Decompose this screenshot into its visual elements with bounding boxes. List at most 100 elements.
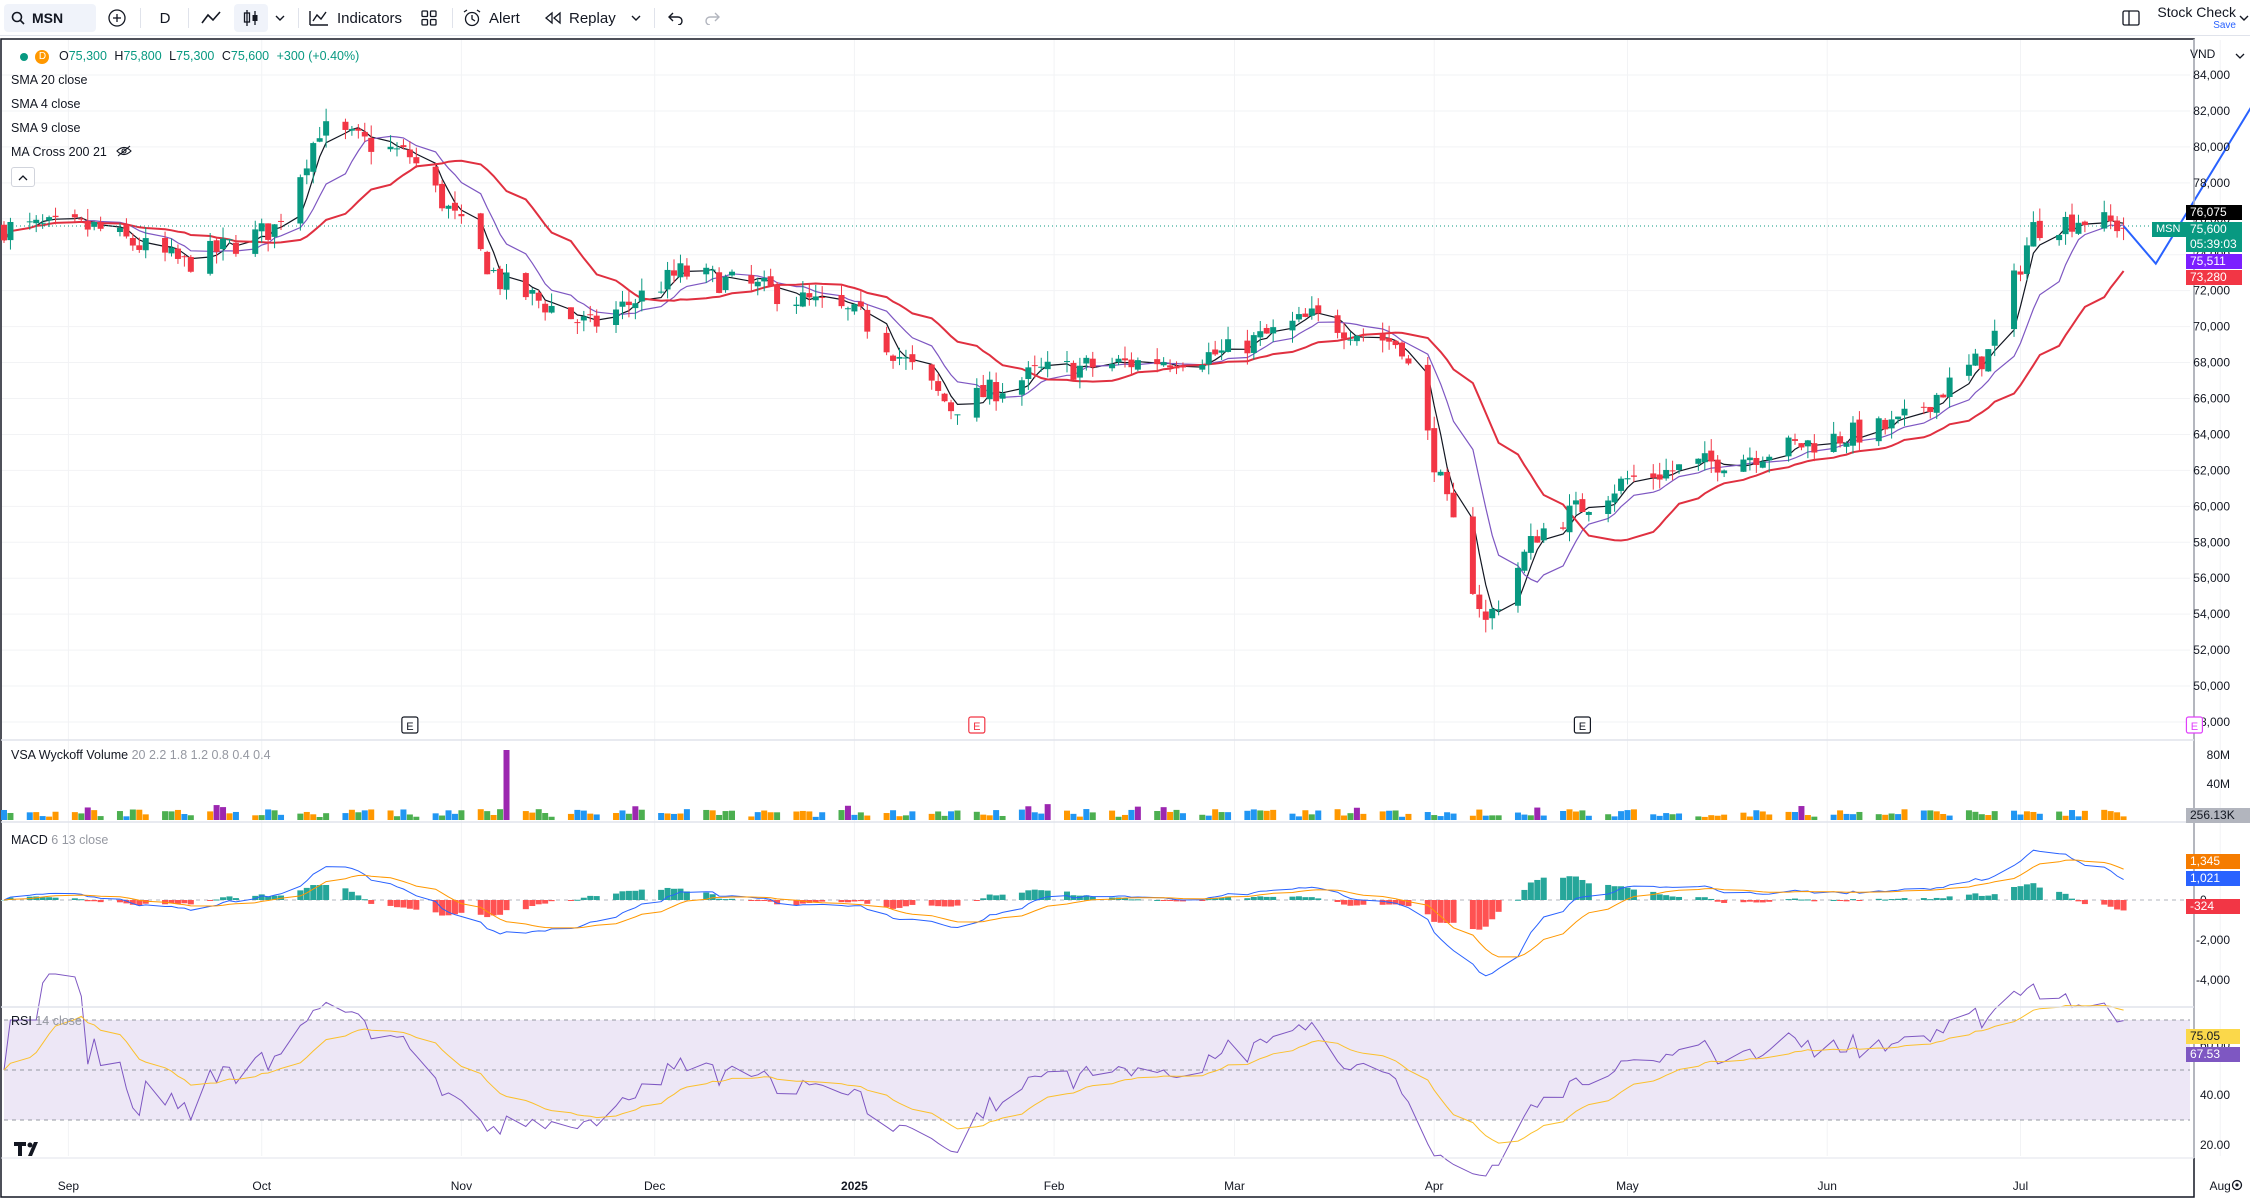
templates-button[interactable] <box>416 0 442 36</box>
volume-bar <box>1933 811 1940 820</box>
price-tick-label: 56,000 <box>2193 571 2230 585</box>
open-value: 75,300 <box>68 49 107 63</box>
macd-histogram-bar <box>1489 900 1496 920</box>
candle <box>1167 365 1174 368</box>
layout-save-menu[interactable]: Stock Check Save <box>2152 0 2236 36</box>
volume-bar <box>1695 816 1702 820</box>
macd-histogram-bar <box>1811 900 1818 902</box>
chevron-down-icon <box>2235 47 2245 64</box>
macd-histogram-bar <box>658 889 665 900</box>
collapse-legend-button[interactable] <box>11 167 35 187</box>
candle-type-button[interactable] <box>234 4 268 32</box>
volume-bar <box>1450 813 1457 820</box>
volume-bar <box>1927 810 1934 820</box>
compare-button[interactable] <box>104 0 130 36</box>
candle <box>1173 366 1180 369</box>
volume-bar <box>625 813 632 820</box>
pane-separators[interactable] <box>1 39 2195 1159</box>
candle <box>1360 334 1367 336</box>
volume-bar <box>1179 813 1186 820</box>
candle <box>799 292 806 307</box>
candle <box>1205 352 1212 365</box>
eye-hidden-icon[interactable] <box>116 145 133 160</box>
earnings-event-marker[interactable]: E <box>1573 716 1591 734</box>
volume-bar <box>78 813 85 820</box>
macd-histogram-bar <box>1302 897 1309 900</box>
candle <box>973 387 980 418</box>
projection-drawing[interactable] <box>2122 84 2250 266</box>
candle <box>806 293 813 298</box>
candle <box>252 229 259 254</box>
macd-histogram-bar <box>709 894 716 900</box>
candle <box>71 214 78 218</box>
study-label: SMA 20 close <box>11 73 88 87</box>
candle <box>1540 528 1547 541</box>
undo-button[interactable] <box>664 0 688 36</box>
macd-histogram-bar <box>896 900 903 908</box>
earnings-event-marker[interactable]: E <box>968 716 986 734</box>
alert-button[interactable]: Alert <box>462 0 538 36</box>
interval-label: D <box>159 9 171 27</box>
candle <box>542 303 549 313</box>
volume-legend[interactable]: VSA Wyckoff Volume 20 2.2 1.8 1.2 0.8 0.… <box>11 748 271 762</box>
replay-dropdown[interactable] <box>626 0 646 36</box>
time-axis[interactable]: Sep Oct Nov Dec 2025 Feb Mar Apr May Jun Jul Aug <box>58 1179 2231 1193</box>
rsi-legend[interactable]: RSI 14 close <box>11 1014 82 1028</box>
price-chart[interactable]: 84,00082,00080,00078,00076,00074,00072,0… <box>0 38 2250 1199</box>
macd-histogram-bar <box>1360 900 1367 905</box>
macd-histogram-bar <box>1218 898 1225 900</box>
line-chart-button[interactable] <box>196 0 226 36</box>
candle <box>580 316 587 321</box>
indicators-label: Indicators <box>337 9 403 27</box>
macd-histogram-bar <box>174 900 181 904</box>
interval-button[interactable]: D <box>150 0 180 36</box>
volume-bar <box>722 811 729 820</box>
volume-bar <box>168 811 175 820</box>
redo-button[interactable] <box>700 0 724 36</box>
currency-dropdown[interactable] <box>2235 47 2245 65</box>
candle <box>181 256 188 258</box>
earnings-event-marker[interactable]: E <box>2185 716 2204 734</box>
earnings-event-marker[interactable]: E <box>401 716 419 734</box>
macd-histogram-bar <box>258 894 265 900</box>
candle <box>477 213 484 250</box>
symbol-search[interactable]: MSN <box>4 4 96 32</box>
candle <box>683 265 690 277</box>
volume-bar <box>1965 810 1972 820</box>
layout-button[interactable] <box>2118 0 2144 36</box>
volume-bar <box>136 809 143 820</box>
study-sma20[interactable]: SMA 20 close <box>11 73 87 87</box>
macd-histogram-bar <box>181 900 188 904</box>
tradingview-logo-icon[interactable] <box>14 1140 46 1163</box>
study-ma-cross[interactable]: MA Cross 200 21 <box>11 145 133 160</box>
volume-bar <box>812 816 819 820</box>
candle <box>1437 471 1444 476</box>
macd-histogram-bar <box>2069 898 2076 900</box>
chart-type-dropdown[interactable] <box>270 0 290 36</box>
candle <box>129 238 136 246</box>
replay-button[interactable]: Replay <box>544 0 626 36</box>
settings-gear-icon[interactable] <box>2230 1178 2244 1197</box>
study-sma9[interactable]: SMA 9 close <box>11 121 80 135</box>
macd-histogram-bar <box>1927 899 1934 901</box>
macd-legend[interactable]: MACD 6 13 close <box>11 833 108 847</box>
volume-bar <box>1244 810 1251 820</box>
layout-dropdown[interactable] <box>2238 0 2250 36</box>
volume-bar <box>1701 816 1708 820</box>
projection-path[interactable] <box>2122 84 2250 266</box>
volume-bar <box>638 809 645 820</box>
macd-histogram-bar <box>1173 900 1180 902</box>
volume-bar <box>632 806 639 820</box>
replay-label: Replay <box>569 9 616 27</box>
indicators-button[interactable]: Indicators <box>308 0 408 36</box>
candle <box>439 183 446 209</box>
macd-histogram-bar <box>303 887 310 900</box>
volume-bar <box>1585 815 1592 820</box>
sma-line <box>3 127 2124 613</box>
study-sma4[interactable]: SMA 4 close <box>11 97 80 111</box>
volume-bar <box>220 807 227 820</box>
macd-histogram-bar <box>935 900 942 907</box>
macd-histogram-bar <box>793 900 800 906</box>
volume-bar <box>1708 815 1715 820</box>
